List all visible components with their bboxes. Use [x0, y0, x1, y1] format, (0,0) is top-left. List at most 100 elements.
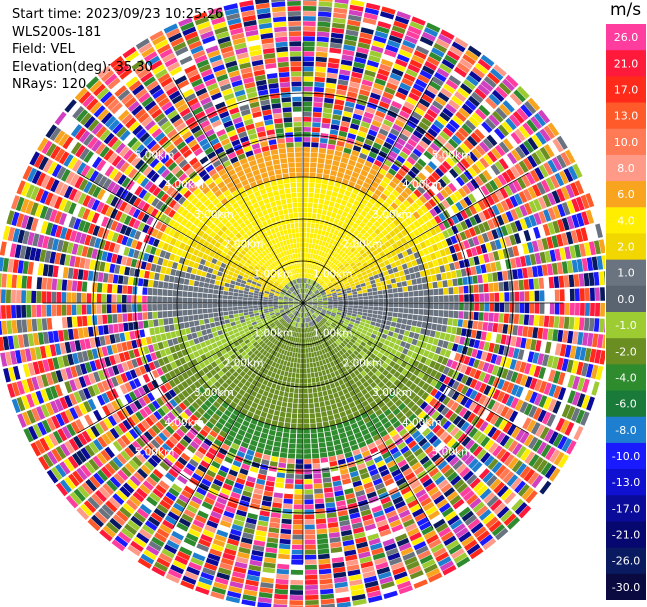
velocity-gate [280, 447, 288, 453]
velocity-gate [529, 391, 538, 404]
velocity-gate [396, 232, 404, 240]
velocity-gate [368, 185, 377, 193]
velocity-gate [325, 289, 331, 293]
velocity-gate [332, 240, 338, 246]
velocity-gate [543, 277, 550, 289]
velocity-gate [441, 357, 449, 366]
velocity-gate [565, 231, 574, 245]
velocity-gate [451, 343, 459, 352]
velocity-gate [432, 438, 442, 448]
velocity-gate [322, 225, 328, 231]
velocity-gate [444, 185, 453, 196]
velocity-gate [316, 381, 321, 388]
velocity-gate [515, 257, 522, 268]
velocity-gate [356, 338, 362, 344]
velocity-gate [303, 76, 314, 82]
velocity-gate [385, 365, 393, 372]
velocity-gate [277, 558, 290, 565]
velocity-gate [496, 391, 506, 402]
velocity-gate [565, 184, 575, 199]
velocity-gate [395, 185, 404, 194]
velocity-gate [380, 146, 390, 154]
velocity-gate [414, 162, 424, 171]
velocity-gate [323, 301, 328, 303]
velocity-gate [543, 162, 554, 176]
velocity-gate [555, 417, 566, 432]
velocity-gate [382, 377, 389, 385]
velocity-gate [307, 299, 313, 302]
velocity-gate [456, 463, 467, 474]
velocity-gate [369, 50, 382, 58]
velocity-gate [471, 163, 482, 175]
velocity-gate [368, 55, 381, 63]
velocity-gate [369, 246, 376, 253]
velocity-gate [418, 140, 429, 150]
velocity-gate [484, 455, 495, 467]
velocity-gate [456, 161, 467, 172]
velocity-gate [360, 370, 367, 377]
velocity-gate [314, 498, 324, 504]
velocity-gate [548, 384, 557, 397]
velocity-gate [338, 298, 343, 301]
velocity-gate [400, 44, 414, 54]
velocity-gate [305, 283, 307, 289]
velocity-gate [585, 303, 590, 316]
velocity-gate [417, 362, 424, 370]
velocity-gate [308, 301, 313, 303]
velocity-gate [527, 186, 537, 199]
velocity-gate [463, 79, 476, 91]
velocity-gate [315, 412, 322, 418]
velocity-gate [341, 239, 347, 246]
velocity-gate [307, 299, 312, 302]
velocity-gate [497, 249, 505, 260]
velocity-gate [556, 357, 564, 371]
velocity-gate [356, 261, 362, 267]
velocity-gate [442, 127, 454, 138]
velocity-gate [317, 296, 322, 299]
velocity-gate [547, 222, 556, 235]
velocity-gate [401, 432, 411, 441]
velocity-gate [325, 329, 330, 334]
velocity-gate [357, 214, 365, 221]
velocity-gate [327, 450, 336, 457]
velocity-gate [360, 318, 366, 323]
velocity-gate [503, 184, 513, 197]
velocity-gate [326, 441, 334, 447]
velocity-gate [450, 441, 460, 452]
velocity-gate [351, 118, 361, 126]
velocity-gate [491, 147, 502, 160]
velocity-gate [341, 275, 347, 280]
velocity-gate [280, 370, 285, 376]
velocity-gate [320, 290, 325, 294]
velocity-gate [460, 374, 469, 384]
velocity-gate [285, 478, 294, 484]
velocity-gate [307, 268, 310, 274]
velocity-gate [407, 440, 417, 449]
velocity-gate [320, 235, 325, 241]
ppi-plot: 1.00km1.00km1.00km1.00km2.00km2.00km2.00… [0, 0, 605, 607]
velocity-gate [344, 337, 350, 343]
velocity-gate [327, 144, 336, 150]
velocity-gate [360, 341, 367, 347]
velocity-gate [455, 269, 462, 278]
velocity-gate [514, 128, 526, 142]
velocity-gate [322, 317, 328, 322]
velocity-gate [391, 146, 401, 155]
velocity-gate [364, 323, 370, 328]
velocity-gate [312, 314, 316, 319]
velocity-gate [479, 488, 492, 500]
velocity-gate [355, 103, 366, 111]
velocity-gate [332, 297, 338, 300]
velocity-gate [344, 248, 350, 254]
velocity-gate [362, 262, 368, 268]
velocity-gate [446, 50, 461, 61]
velocity-gate [312, 362, 317, 368]
velocity-gate [427, 449, 438, 459]
velocity-gate [316, 271, 321, 277]
velocity-gate [472, 190, 481, 201]
velocity-gate [342, 268, 348, 274]
velocity-gate [501, 368, 509, 379]
velocity-gate [284, 483, 294, 489]
velocity-gate [451, 41, 466, 53]
velocity-gate [487, 363, 495, 374]
